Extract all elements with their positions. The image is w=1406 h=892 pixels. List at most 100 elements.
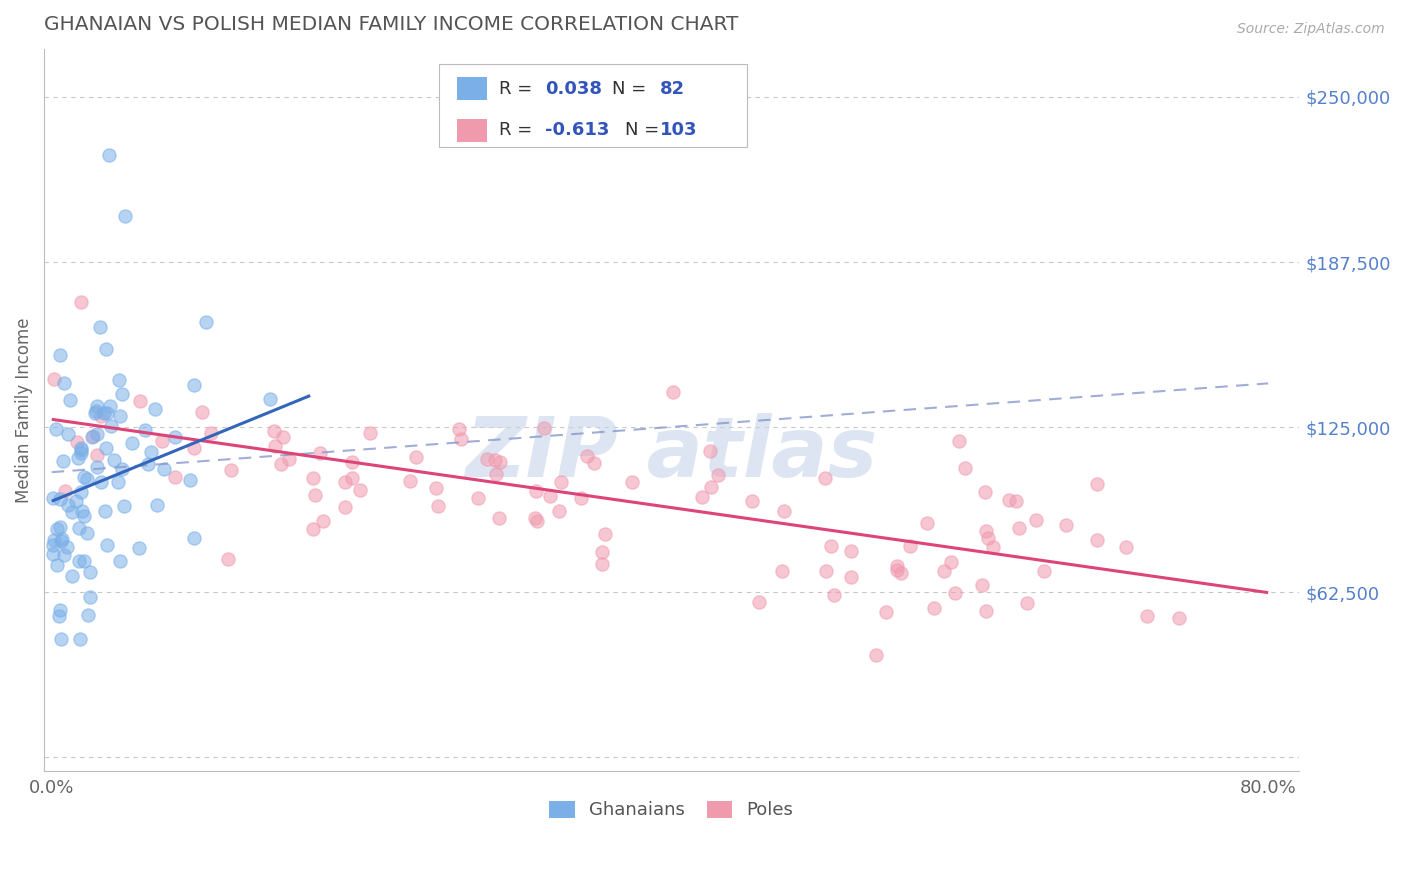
Point: [591, 544, 613, 558]
Point: [823, 588, 845, 602]
Point: [69, 442, 91, 457]
Point: [83, 406, 105, 420]
Point: [44, 372, 66, 386]
Point: [69, 632, 91, 646]
Point: [1025, 512, 1047, 526]
Point: [45, 422, 67, 436]
Point: [53, 483, 76, 498]
Point: [467, 491, 489, 505]
Text: 103: 103: [659, 121, 697, 139]
Point: [875, 605, 897, 619]
Point: [1136, 608, 1159, 623]
Point: [219, 463, 242, 477]
Point: [65, 493, 87, 508]
Point: [194, 315, 217, 329]
Point: [550, 475, 572, 490]
Point: [690, 490, 713, 504]
Point: [98, 399, 121, 413]
Point: [477, 451, 499, 466]
Point: [217, 552, 239, 566]
Point: [49, 533, 72, 548]
Point: [450, 432, 472, 446]
Point: [60, 569, 83, 583]
Point: [96, 538, 118, 552]
Point: [183, 441, 205, 455]
Point: [898, 539, 921, 553]
Point: [998, 493, 1021, 508]
Point: [1085, 533, 1108, 547]
Point: [72, 470, 94, 484]
Point: [839, 544, 862, 558]
Point: [340, 455, 363, 469]
Point: [84, 404, 107, 418]
Point: [73, 554, 96, 568]
Point: [121, 436, 143, 450]
Point: [66, 450, 89, 465]
Point: [70, 295, 93, 310]
Point: [259, 392, 281, 406]
Point: [524, 484, 547, 499]
Point: [183, 531, 205, 545]
Point: [89, 319, 111, 334]
Point: [90, 475, 112, 490]
Point: [79, 566, 101, 580]
Point: [52, 548, 75, 562]
Point: [941, 555, 963, 569]
Point: [58, 426, 80, 441]
Point: [82, 429, 104, 443]
Point: [112, 499, 135, 513]
Point: [129, 393, 152, 408]
Point: [277, 451, 299, 466]
Point: [309, 446, 332, 460]
Point: [593, 527, 616, 541]
Point: [96, 406, 118, 420]
Point: [136, 458, 159, 472]
Point: [183, 377, 205, 392]
Point: [263, 439, 285, 453]
Point: [524, 510, 547, 524]
Text: R =: R =: [499, 121, 538, 139]
Point: [1085, 477, 1108, 491]
Point: [1115, 540, 1137, 554]
Point: [399, 474, 422, 488]
Point: [340, 470, 363, 484]
Text: 82: 82: [659, 79, 685, 98]
Point: [814, 471, 837, 485]
Point: [93, 406, 115, 420]
Point: [621, 475, 644, 489]
Point: [890, 566, 912, 580]
Point: [42, 533, 65, 548]
Point: [86, 448, 108, 462]
Point: [69, 446, 91, 460]
Point: [427, 500, 450, 514]
Point: [943, 585, 966, 599]
Point: [96, 441, 118, 455]
Point: [865, 648, 887, 663]
Point: [111, 461, 134, 475]
Point: [699, 444, 721, 458]
Point: [576, 449, 599, 463]
Point: [304, 488, 326, 502]
Y-axis label: Median Family Income: Median Family Income: [15, 318, 32, 503]
Point: [179, 474, 201, 488]
Point: [42, 547, 65, 561]
Point: [143, 402, 166, 417]
Point: [815, 564, 838, 578]
Point: [405, 450, 427, 465]
Point: [301, 522, 323, 536]
Point: [51, 632, 73, 646]
Point: [108, 553, 131, 567]
Point: [449, 422, 471, 436]
Point: [526, 514, 548, 528]
Text: N =: N =: [624, 121, 665, 139]
Point: [741, 494, 763, 508]
Point: [934, 565, 956, 579]
Point: [48, 520, 70, 534]
Point: [302, 471, 325, 485]
Point: [1168, 610, 1191, 624]
Point: [165, 430, 187, 444]
Point: [86, 426, 108, 441]
Point: [748, 595, 770, 609]
Point: [45, 558, 67, 572]
Point: [773, 504, 796, 518]
